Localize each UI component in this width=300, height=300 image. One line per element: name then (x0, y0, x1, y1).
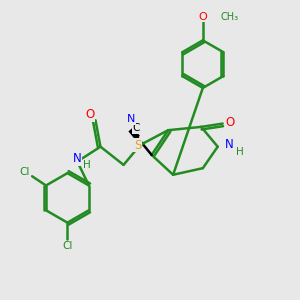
Text: Cl: Cl (19, 167, 30, 177)
Text: N: N (73, 152, 82, 165)
Text: O: O (225, 116, 235, 129)
Text: O: O (199, 12, 207, 22)
Text: H: H (83, 160, 91, 170)
Text: H: H (236, 147, 244, 157)
Text: C: C (133, 123, 140, 133)
Text: CH₃: CH₃ (220, 12, 238, 22)
Text: S: S (134, 139, 141, 152)
Text: N: N (225, 138, 234, 151)
Text: O: O (85, 108, 94, 121)
Text: Cl: Cl (62, 242, 73, 251)
Text: N: N (128, 114, 136, 124)
